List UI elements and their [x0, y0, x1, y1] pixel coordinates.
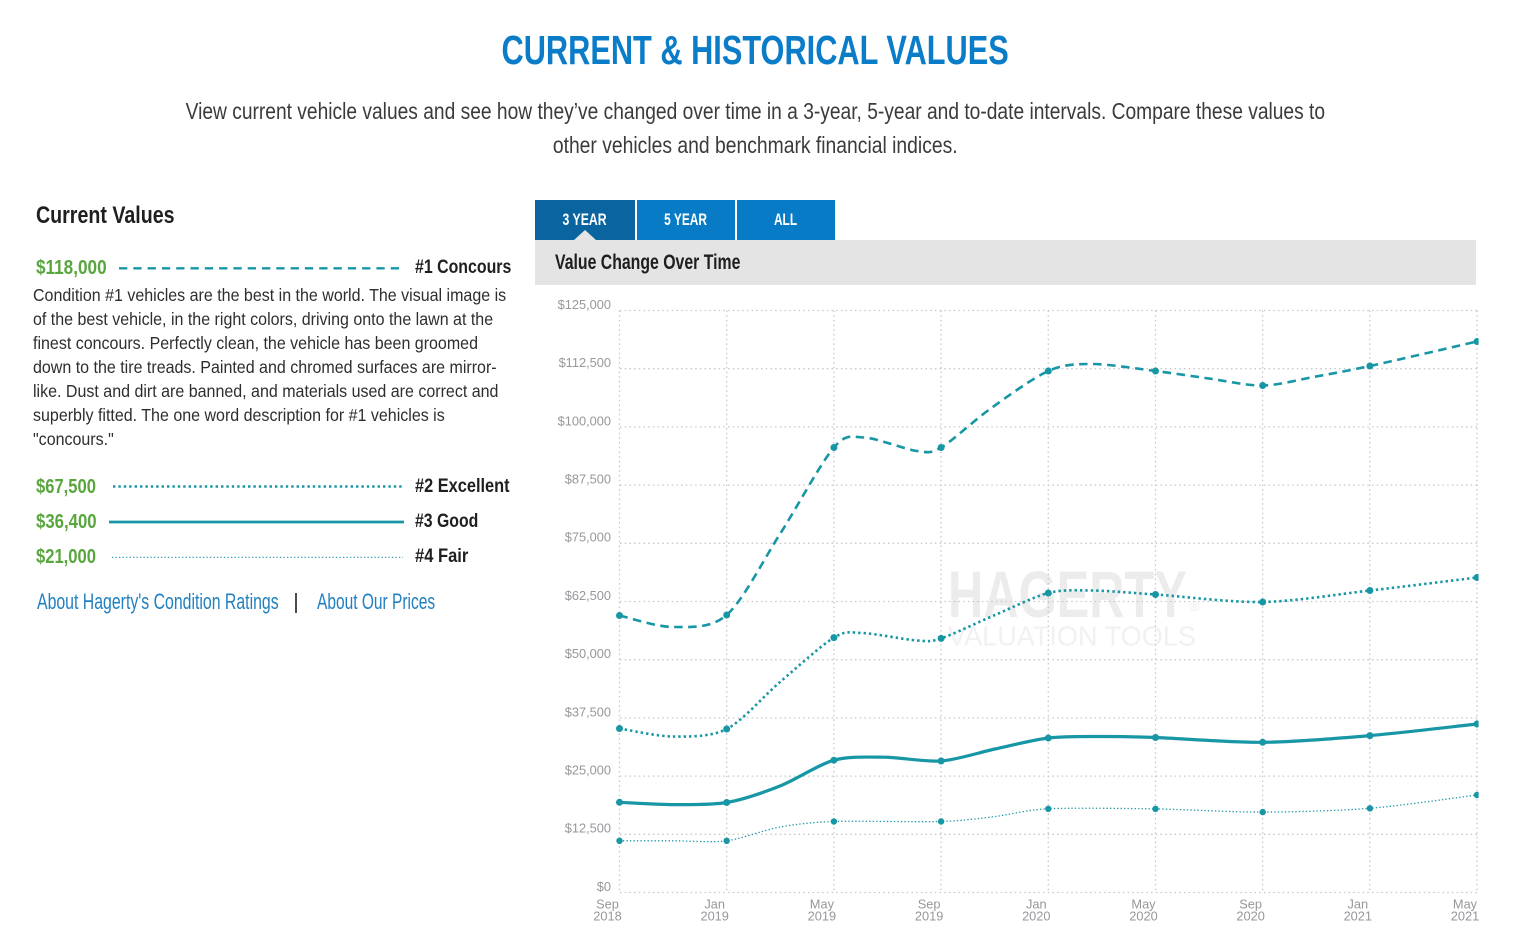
svg-text:$87,500: $87,500	[565, 472, 611, 487]
svg-text:May: May	[810, 897, 835, 912]
svg-text:Jan: Jan	[1026, 897, 1047, 912]
svg-text:May: May	[1131, 897, 1156, 912]
svg-text:$0: $0	[597, 879, 611, 894]
svg-text:2019: 2019	[808, 908, 836, 923]
svg-text:2021: 2021	[1451, 908, 1479, 923]
svg-text:®: ®	[1190, 599, 1200, 614]
svg-text:$50,000: $50,000	[565, 646, 611, 661]
svg-text:Sep: Sep	[918, 897, 941, 912]
svg-text:2020: 2020	[1129, 908, 1157, 923]
svg-text:Jan: Jan	[704, 897, 725, 912]
svg-text:VALUATION TOOLS: VALUATION TOOLS	[948, 620, 1196, 651]
svg-text:2019: 2019	[700, 908, 728, 923]
svg-text:Jan: Jan	[1347, 897, 1368, 912]
svg-text:2018: 2018	[593, 908, 621, 923]
svg-text:2019: 2019	[915, 908, 943, 923]
svg-text:$100,000: $100,000	[558, 413, 611, 428]
svg-text:2020: 2020	[1236, 908, 1264, 923]
svg-text:$25,000: $25,000	[565, 763, 611, 778]
svg-text:$112,500: $112,500	[559, 355, 611, 370]
svg-text:$75,000: $75,000	[565, 530, 611, 545]
svg-text:$37,500: $37,500	[565, 704, 611, 719]
svg-text:Sep: Sep	[596, 897, 619, 912]
svg-text:$12,500: $12,500	[565, 821, 611, 836]
svg-text:2021: 2021	[1344, 908, 1372, 923]
svg-text:May: May	[1453, 897, 1478, 912]
svg-text:HAGERTY: HAGERTY	[948, 557, 1187, 631]
svg-text:$62,500: $62,500	[565, 588, 611, 603]
svg-text:2020: 2020	[1022, 908, 1050, 923]
svg-text:$125,000: $125,000	[558, 297, 611, 312]
svg-text:Sep: Sep	[1239, 897, 1262, 912]
